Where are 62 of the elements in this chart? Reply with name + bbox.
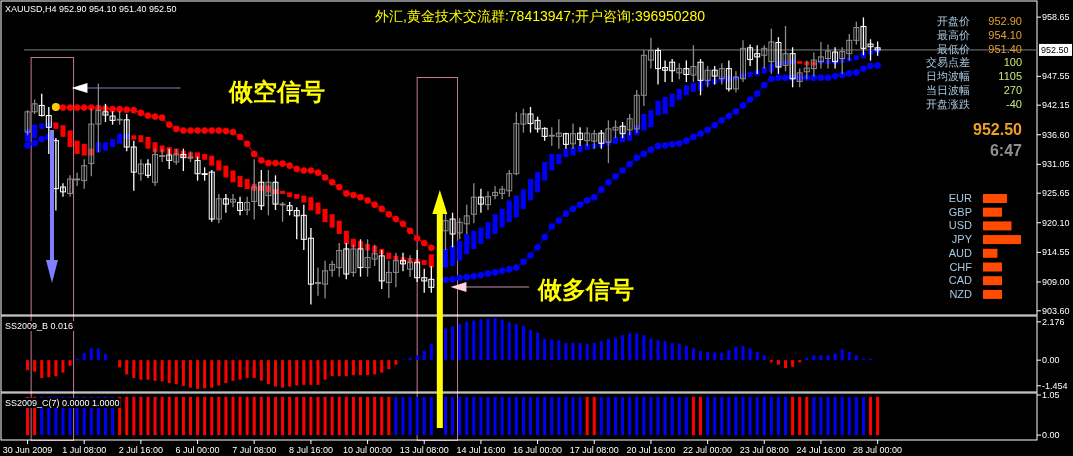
y-tick-label: JPY	[951, 233, 973, 246]
category-label: 最高价	[937, 28, 970, 41]
y-tick-label: 0.00	[1042, 430, 1060, 441]
annotation: 952.50	[973, 121, 1023, 138]
x-tick-label: 2 Jul 16:00	[118, 445, 163, 455]
x-tick-label: 16 Jul 00:00	[513, 445, 563, 455]
category-label: 最低价	[937, 42, 970, 55]
y-tick-label: 0.00	[1042, 355, 1060, 366]
annotation: 做空信号	[228, 78, 326, 105]
x-tick-label: 8 Jul 16:00	[288, 445, 333, 455]
x-tick-label: 24 Jul 16:00	[796, 445, 846, 455]
chart-title: SS2009_B 0.016	[5, 321, 74, 331]
y-tick-label: NZD	[949, 287, 973, 300]
y-tick-label: CHF	[949, 260, 973, 273]
y-tick-label: 914.55	[1042, 247, 1070, 258]
x-tick-label: 22 Jul 00:00	[683, 445, 733, 455]
y-tick-label: 942.15	[1042, 100, 1070, 111]
annotation: 6:47	[989, 142, 1023, 159]
x-tick-label: 13 Jul 08:00	[399, 445, 449, 455]
y-tick-label: -1.454	[1042, 380, 1068, 391]
chart-title: 外汇,黄金技术交流群:78413947;开户咨询:396950280	[375, 8, 706, 24]
y-tick-label: 936.60	[1042, 129, 1070, 140]
category-label: 开盘价	[937, 15, 970, 27]
y-tick-label: USD	[948, 219, 973, 232]
ref-line-label: 952.50	[1041, 45, 1069, 56]
y-tick-label: 2.176	[1042, 316, 1065, 327]
y-tick-label: 958.65	[1042, 12, 1070, 23]
x-tick-label: 20 Jul 16:00	[626, 445, 676, 455]
x-tick-label: 7 Jul 08:00	[232, 445, 277, 455]
x-tick-label: 17 Jul 08:00	[569, 445, 619, 455]
annotation: 做多信号	[536, 276, 634, 303]
text: 951.40	[988, 42, 1022, 55]
chart-title: SS2009_C(7) 0.0000 1.0000	[5, 398, 120, 408]
y-tick-label: 947.55	[1042, 71, 1070, 82]
y-tick-label: 909.00	[1042, 276, 1070, 287]
text: 952.90	[988, 15, 1022, 27]
x-tick-label: 14 Jul 16:00	[456, 445, 506, 455]
y-tick-label: GBP	[948, 205, 972, 218]
text: 100	[1003, 56, 1022, 69]
y-tick-label: 903.60	[1042, 305, 1070, 316]
text: 1105	[998, 70, 1022, 83]
y-tick-label: 920.10	[1042, 217, 1070, 228]
y-tick-label: EUR	[948, 192, 973, 204]
y-tick-label: CAD	[948, 274, 973, 287]
category-label: 当日波幅	[926, 84, 970, 96]
y-tick-label: 931.05	[1042, 159, 1070, 170]
category-label: 日均波幅	[926, 70, 970, 83]
text: 270	[1003, 84, 1022, 96]
text: 954.10	[988, 28, 1022, 41]
chart-subtitle: XAUUSD,H4 952.90 954.10 951.40 952.50	[5, 4, 177, 14]
y-tick-label: 925.65	[1042, 188, 1070, 199]
x-tick-label: 23 Jul 08:00	[739, 445, 789, 455]
y-tick-label: AUD	[948, 246, 973, 259]
text: -40	[1006, 97, 1022, 110]
category-label: 开盘涨跌	[926, 97, 970, 110]
x-tick-label: 28 Jul 00:00	[853, 445, 903, 455]
x-tick-label: 10 Jul 00:00	[343, 445, 393, 455]
x-tick-label: 30 Jun 2009	[2, 445, 53, 455]
x-tick-label: 6 Jul 00:00	[175, 445, 220, 455]
x-tick-label: 1 Jul 08:00	[62, 445, 107, 455]
y-tick-label: 1.05	[1042, 390, 1060, 400]
category-label: 交易点差	[926, 56, 970, 69]
